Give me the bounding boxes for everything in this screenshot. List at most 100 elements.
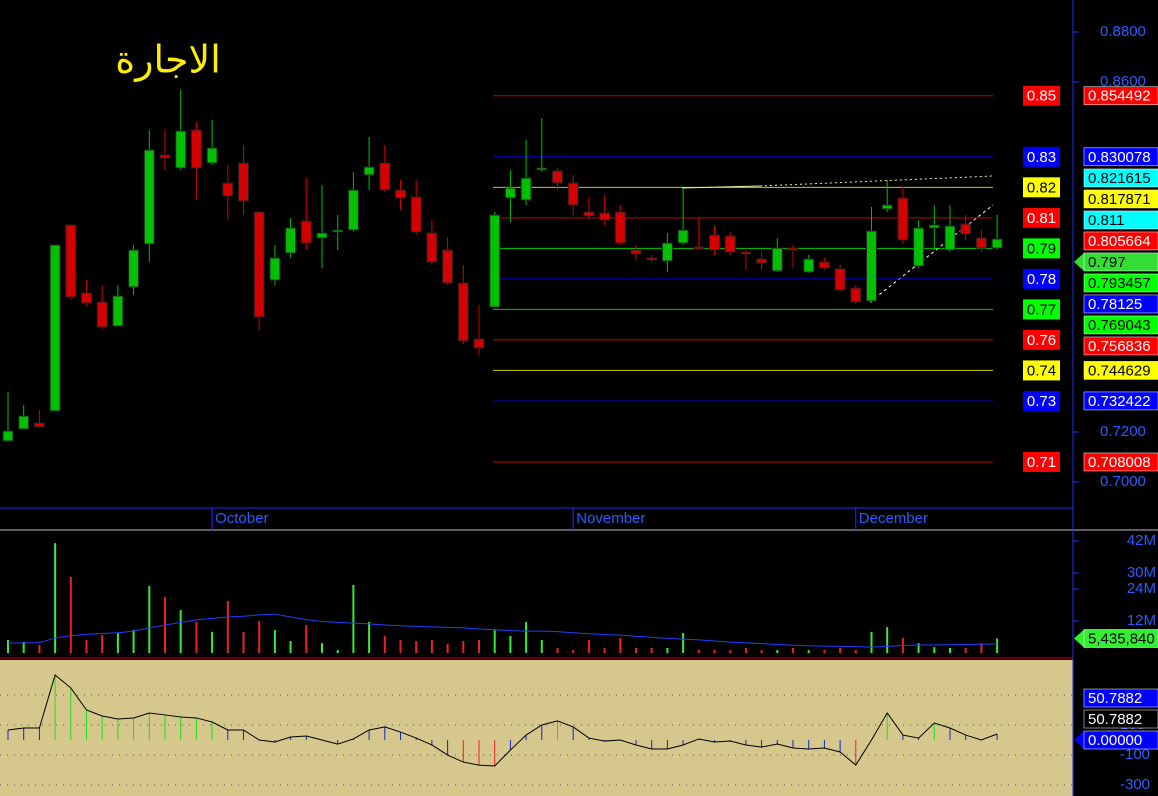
candle-body (316, 232, 328, 239)
y-tick-label: -100 (1120, 746, 1150, 763)
oscillator-bar (823, 740, 825, 748)
volume-bar (179, 610, 182, 653)
volume-bar (964, 647, 967, 653)
volume-bar (540, 639, 543, 653)
volume-bar (917, 643, 920, 653)
oscillator-bar (148, 712, 150, 741)
volume-bar (807, 650, 810, 653)
volume-bar (823, 650, 826, 653)
candle-body (881, 204, 893, 210)
oscillator-bar (949, 728, 951, 741)
price-box (1083, 452, 1158, 472)
volume-bar (399, 639, 402, 653)
candle-body (457, 282, 469, 342)
volume-bar (7, 639, 9, 653)
candle-body (300, 220, 312, 244)
oscillator-bar (478, 740, 480, 766)
candle-body (630, 249, 642, 255)
candle-body (426, 232, 438, 263)
oscillator-value-box (1083, 730, 1158, 750)
price-box (1083, 231, 1158, 251)
candle-body (18, 415, 30, 430)
oscillator-bar (243, 729, 244, 741)
volume-bar (980, 643, 983, 653)
volume-bar (211, 631, 214, 653)
price-box-text: 0.830078 (1088, 149, 1151, 166)
volume-bar (336, 650, 339, 653)
price-box (1083, 315, 1158, 335)
volume-bar (603, 647, 606, 653)
candle-body (818, 261, 830, 269)
oscillator-bar (745, 740, 747, 745)
x-tick-label: December (859, 510, 928, 527)
volume-bar (430, 639, 433, 653)
volume-bar (666, 647, 669, 653)
oscillator-bar (918, 738, 920, 741)
candle-body (410, 196, 422, 233)
oscillator-bar (337, 740, 339, 745)
oscillator-value-box-text: 0.00000 (1088, 732, 1142, 749)
level-label: 0.79 (1027, 240, 1056, 257)
candle-body (347, 189, 359, 231)
oscillator-bar (651, 740, 653, 750)
last-volume-box (1083, 629, 1158, 648)
oscillator-value-box-text: 50.7882 (1088, 690, 1142, 707)
candle-body (269, 257, 281, 281)
price-box (1083, 168, 1158, 188)
oscillator-bar (180, 717, 182, 741)
candle-body (897, 197, 909, 241)
level-label: 0.76 (1027, 332, 1056, 349)
candle-body (395, 189, 406, 199)
volume-bar (242, 631, 245, 653)
candle-body (285, 227, 297, 254)
volume-bar (446, 643, 449, 653)
oscillator-bar (855, 740, 857, 766)
level-label: 0.74 (1027, 362, 1056, 379)
oscillator-bar (792, 740, 794, 748)
oscillator-bar (7, 729, 9, 741)
oscillator-bar (541, 724, 543, 741)
price-box (1083, 336, 1158, 356)
candle-body (991, 238, 1003, 249)
volume-bar (587, 639, 590, 653)
level-label-box (1023, 390, 1060, 411)
level-label: 0.82 (1027, 179, 1056, 196)
x-tick-label: November (576, 510, 645, 527)
candle-body (913, 227, 925, 267)
oscillator-bar (195, 717, 197, 741)
volume-bar (572, 650, 575, 653)
volume-bar (933, 647, 936, 653)
volume-bar (289, 641, 292, 653)
candle-body (489, 214, 501, 308)
oscillator-bar (635, 740, 637, 745)
candle-body (975, 237, 987, 249)
candle-body (206, 147, 218, 164)
candle-body (928, 224, 940, 229)
candle-body (740, 251, 752, 255)
oscillator-bar (886, 712, 888, 741)
oscillator-bar (494, 740, 496, 766)
oscillator-bar (117, 718, 119, 741)
price-box-text: 0.854492 (1088, 88, 1151, 105)
level-label: 0.78 (1027, 271, 1056, 288)
volume-bar (226, 601, 229, 653)
candle-body (944, 225, 956, 251)
y-tick-label: 42M (1127, 532, 1156, 549)
candle-body (332, 229, 344, 233)
y-tick-label: 0.7000 (1100, 473, 1146, 490)
oscillator-bar (965, 735, 967, 741)
oscillator-bar (211, 721, 213, 741)
volume-bar (352, 585, 355, 653)
candle-body (536, 167, 548, 171)
oscillator-bar (588, 738, 590, 741)
candle-body (552, 170, 563, 184)
volume-bar (69, 577, 72, 653)
price-box (1083, 210, 1158, 230)
oscillator-bar (101, 715, 103, 741)
candle-body (756, 258, 768, 264)
level-label: 0.77 (1027, 301, 1056, 318)
candle-body (709, 234, 720, 251)
candle-body (222, 182, 234, 197)
volume-bar (792, 647, 794, 653)
volume-bar (949, 647, 951, 653)
